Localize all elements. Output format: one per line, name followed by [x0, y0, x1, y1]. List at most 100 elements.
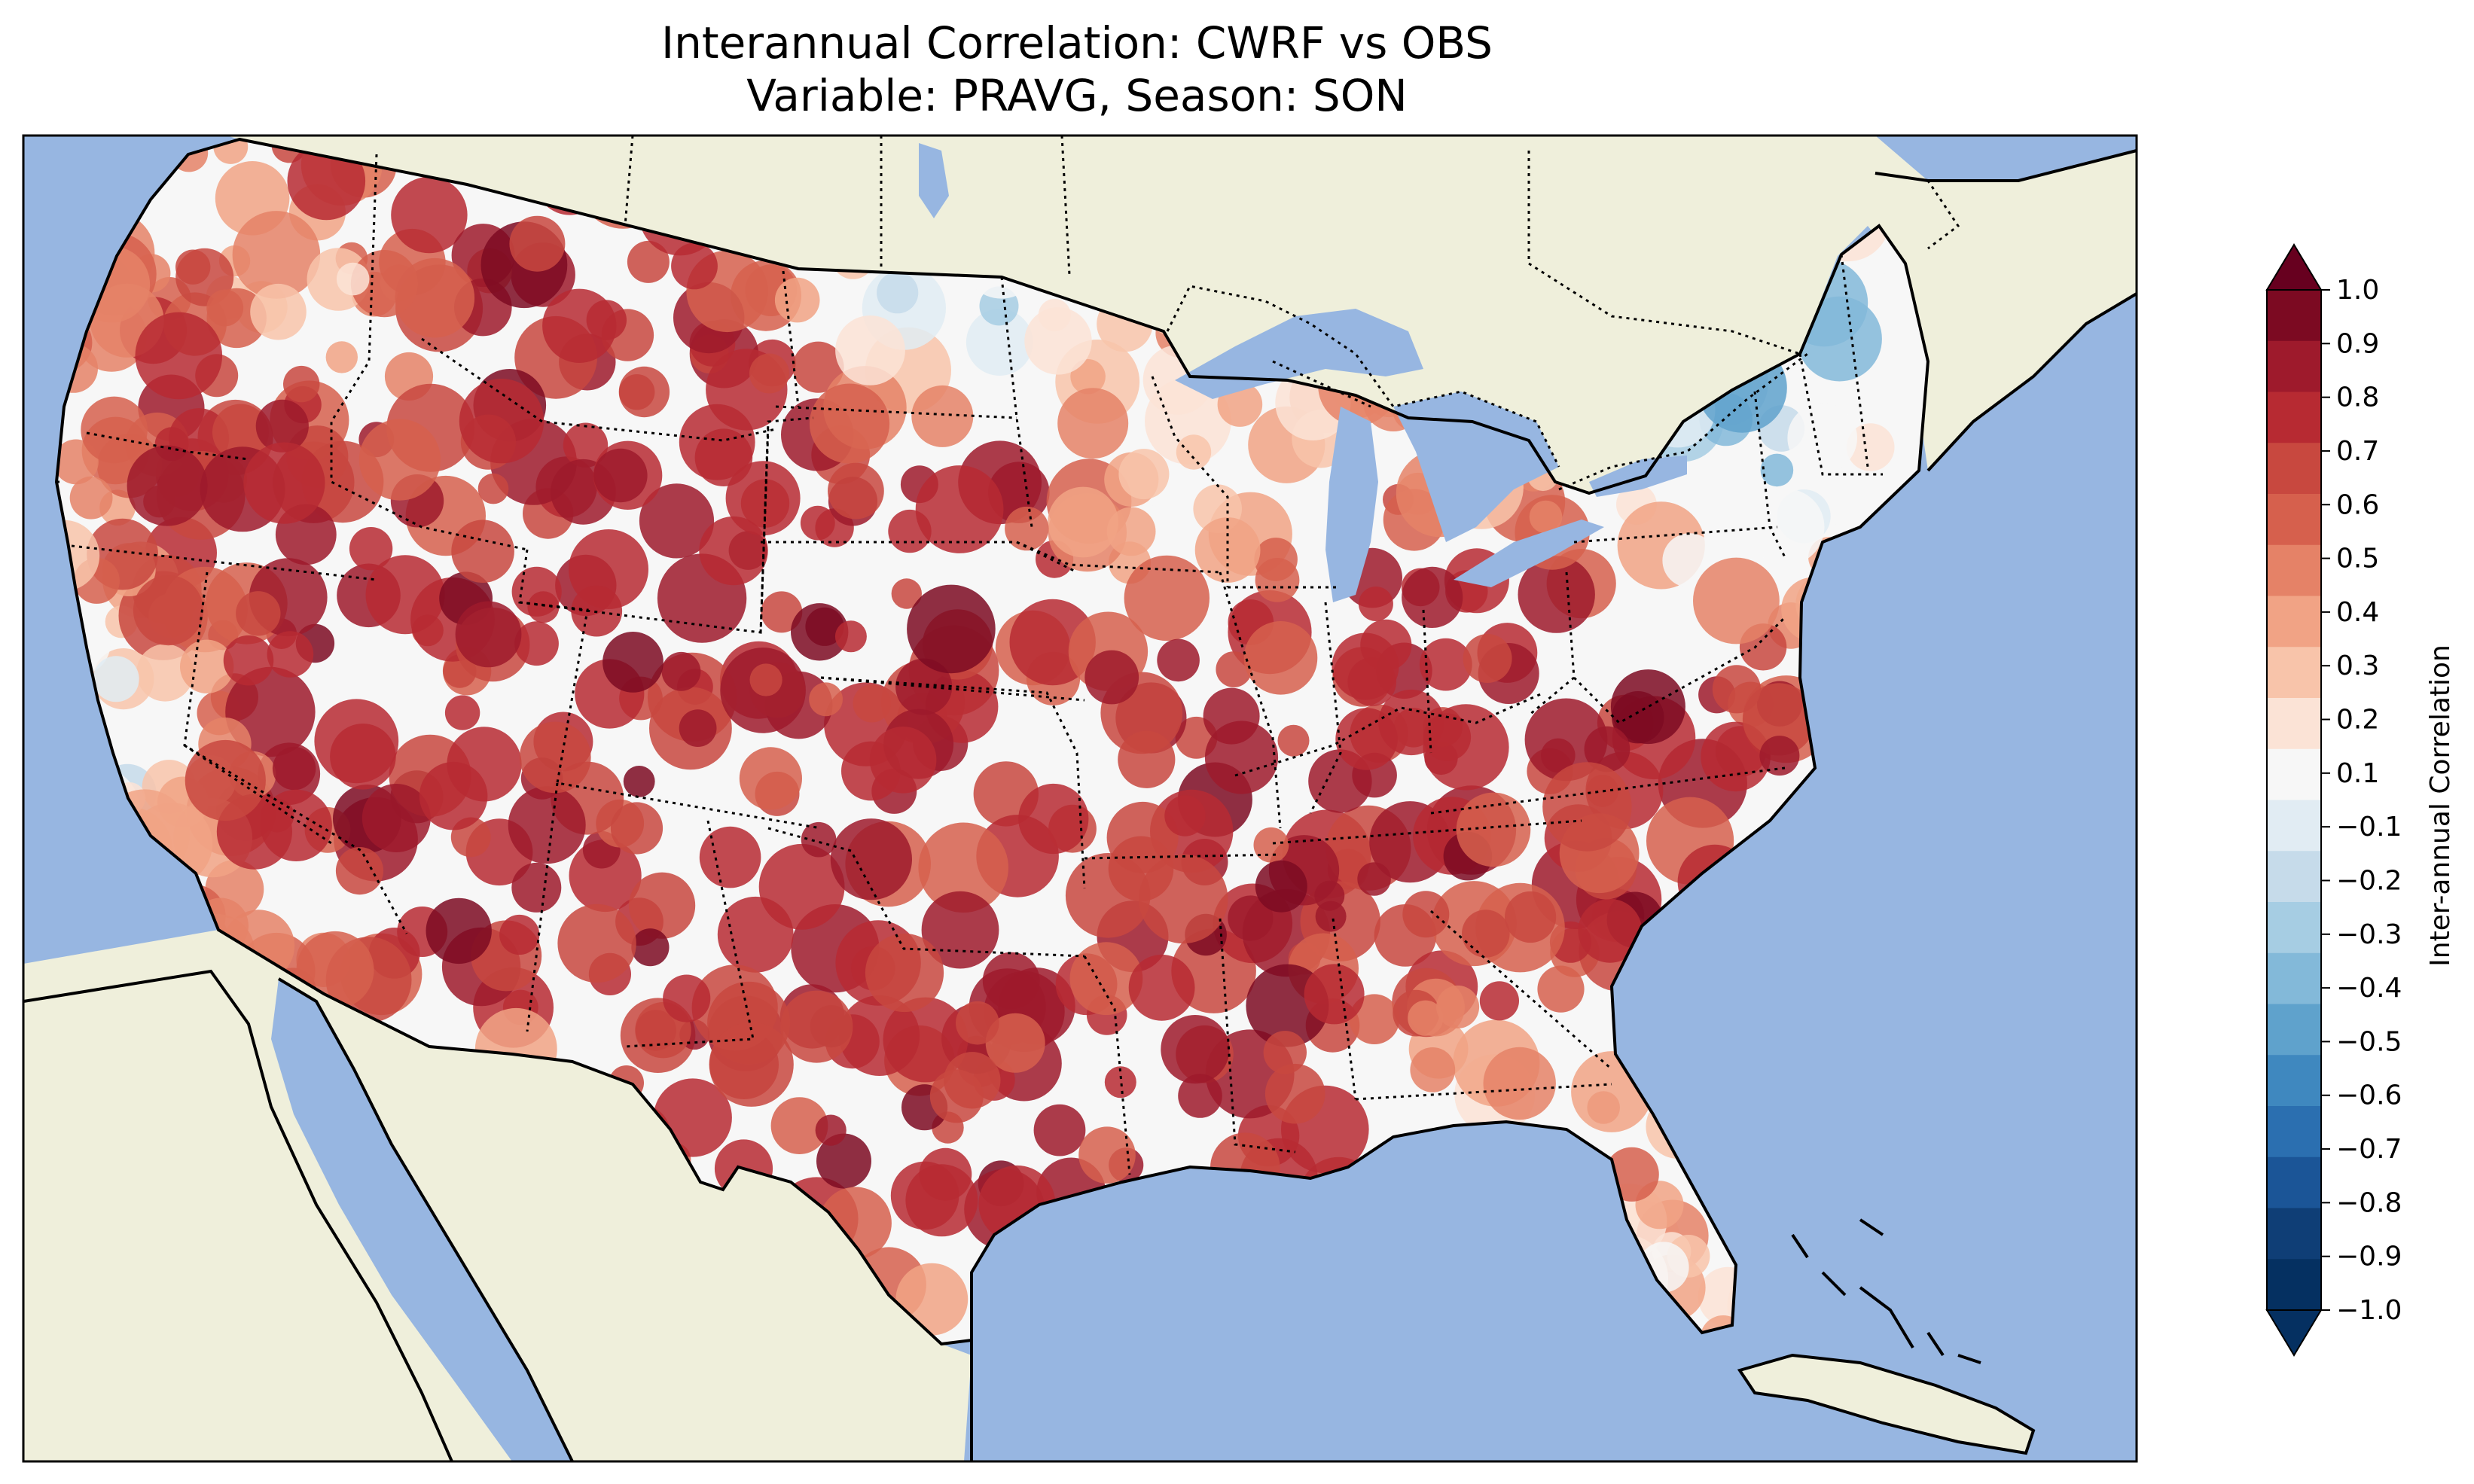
correlation-cell: [929, 1069, 984, 1123]
border-il-in: [1309, 602, 1342, 814]
colorbar-max-extend: [2265, 243, 2323, 291]
correlation-cell: [1078, 1126, 1136, 1184]
correlation-cell: [1005, 506, 1049, 551]
correlation-cell: [966, 309, 1033, 376]
correlation-cell: [459, 379, 545, 464]
colorbar-bin: [2267, 1004, 2321, 1056]
correlation-cell: [1216, 651, 1252, 687]
correlation-cell: [618, 366, 670, 418]
border-nd-mn: [782, 270, 800, 407]
correlation-cell: [1402, 566, 1463, 629]
correlation-cell: [1124, 555, 1210, 641]
correlation-cell: [223, 635, 274, 686]
correlation-cell: [1203, 687, 1260, 745]
colorbar: 1.0 0.9 0.8 0.7 0.6 0.5 0.4 0.3 0.2 0.1 −0.1 −0.2 −0…: [2265, 243, 2402, 1357]
correlation-cell: [444, 695, 480, 730]
baja-peninsula: [23, 971, 452, 1461]
correlation-cell: [709, 1022, 794, 1107]
lake-michigan: [1325, 407, 1378, 602]
correlation-cell: [358, 419, 441, 501]
lake-superior: [1175, 309, 1423, 399]
correlation-cell: [350, 250, 418, 318]
correlation-cell: [557, 904, 636, 983]
correlation-cell: [891, 578, 923, 609]
correlation-cell: [1048, 486, 1118, 558]
correlation-cell: [180, 639, 234, 693]
correlation-cell: [1108, 836, 1174, 902]
border-tn: [1272, 819, 1582, 845]
correlation-cell: [1747, 489, 1825, 565]
correlation-cell: [1542, 762, 1632, 852]
border-wa-or: [86, 431, 249, 461]
colorbar-bin: [2267, 1055, 2321, 1107]
colorbar-tick-label: 0.3: [2336, 651, 2379, 681]
border-me-nh: [1840, 254, 1869, 468]
correlation-cell: [663, 974, 711, 1022]
colorbar-bin: [2267, 1156, 2321, 1208]
correlation-cell: [133, 575, 204, 646]
correlation-cell: [1118, 730, 1176, 788]
colorbar-tick-label: −0.6: [2336, 1080, 2402, 1111]
colorbar-tick-label: 1.0: [2336, 275, 2379, 306]
correlation-cell: [1787, 403, 1857, 473]
border-sd-nd: [775, 405, 1017, 419]
correlation-cell: [780, 990, 853, 1063]
correlation-cell: [206, 289, 244, 327]
border-ga-sc: [1430, 910, 1612, 1071]
correlation-cell: [661, 651, 701, 691]
correlation-cell: [1505, 891, 1557, 943]
correlation-cell: [1070, 359, 1106, 395]
correlation-cell: [1314, 880, 1345, 911]
correlation-cell: [511, 566, 562, 617]
colorbar-tick-label: 0.7: [2336, 436, 2379, 467]
correlation-cell: [272, 746, 316, 791]
correlation-cell: [93, 656, 139, 702]
correlation-cell: [391, 176, 468, 254]
correlation-cell: [508, 786, 586, 864]
correlation-cell: [127, 445, 208, 526]
correlation-cell: [918, 822, 1008, 913]
border-il-mo: [1219, 571, 1282, 829]
colorbar-tick-label: 0.5: [2336, 544, 2379, 574]
correlation-cell: [1419, 638, 1472, 691]
figure-title: Interannual Correlation: CWRF vs OBS: [660, 17, 1493, 69]
correlation-cell: [1033, 1104, 1086, 1156]
border-mn: [1000, 276, 1033, 528]
colorbar-label: Inter-annual Correlation: [2425, 644, 2456, 967]
border-in-oh: [1422, 609, 1432, 754]
correlation-cell: [563, 422, 609, 468]
correlation-cell: [509, 215, 566, 272]
correlation-cell: [1254, 538, 1298, 581]
correlation-cell: [1760, 453, 1794, 487]
gulf-of-california-coast: [277, 977, 574, 1461]
correlation-cell: [335, 847, 384, 895]
border-canada-provinces-4: [1527, 151, 1801, 355]
border-co-ks: [759, 416, 814, 633]
border-wv-va: [1573, 616, 1786, 724]
correlation-cell: [915, 465, 1004, 553]
correlation-cell: [361, 784, 431, 852]
correlation-cell: [749, 663, 782, 696]
correlation-cell: [602, 632, 663, 693]
correlation-cell: [1332, 632, 1399, 700]
correlation-cell: [514, 621, 559, 666]
correlation-cell: [679, 709, 717, 747]
correlation-cell: [1128, 954, 1195, 1021]
correlation-cell: [631, 928, 670, 967]
correlation-cell: [907, 584, 996, 674]
correlation-cell: [1693, 557, 1780, 644]
border-mt-wy: [421, 337, 776, 442]
correlation-cell: [1402, 891, 1450, 938]
correlation-cell: [1479, 981, 1519, 1021]
correlation-cell: [725, 461, 801, 536]
correlation-cell: [1483, 1047, 1556, 1120]
correlation-cell: [267, 631, 314, 678]
colorbar-bin: [2267, 800, 2321, 852]
bahamas-islands: [1791, 1218, 1981, 1364]
correlation-cell: [1176, 434, 1212, 470]
correlation-cell: [260, 789, 332, 861]
correlation-cell: [801, 821, 837, 858]
colorbar-min-extend: [2265, 1309, 2323, 1357]
colorbar-bin: [2267, 698, 2321, 750]
